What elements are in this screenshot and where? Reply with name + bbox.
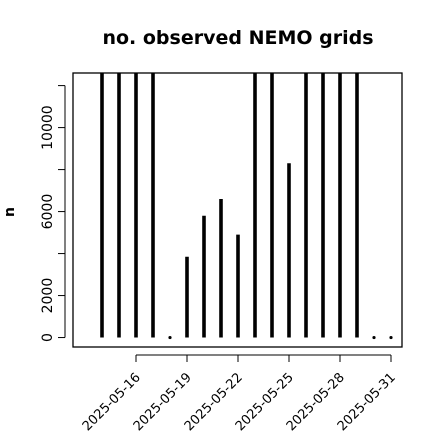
- y-tick-label-6000: 6000: [40, 194, 56, 230]
- y-tick-label-2000: 2000: [40, 278, 56, 314]
- bar-2025-05-18: [168, 335, 172, 340]
- bar-2025-05-30: [372, 335, 376, 340]
- bar-2025-05-31: [389, 335, 393, 340]
- y-tick-label-10000: 10000: [40, 105, 56, 150]
- y-tick-label-0: 0: [40, 333, 56, 342]
- y-axis: 0 2000 6000 10000: [40, 85, 66, 342]
- chart-title: no. observed NEMO grids: [102, 27, 373, 49]
- y-axis-label: n: [2, 207, 18, 217]
- bars-layer: [100, 73, 393, 340]
- plot-frame: [72, 72, 403, 348]
- x-axis: 2025-05-162025-05-192025-05-222025-05-25…: [80, 354, 399, 434]
